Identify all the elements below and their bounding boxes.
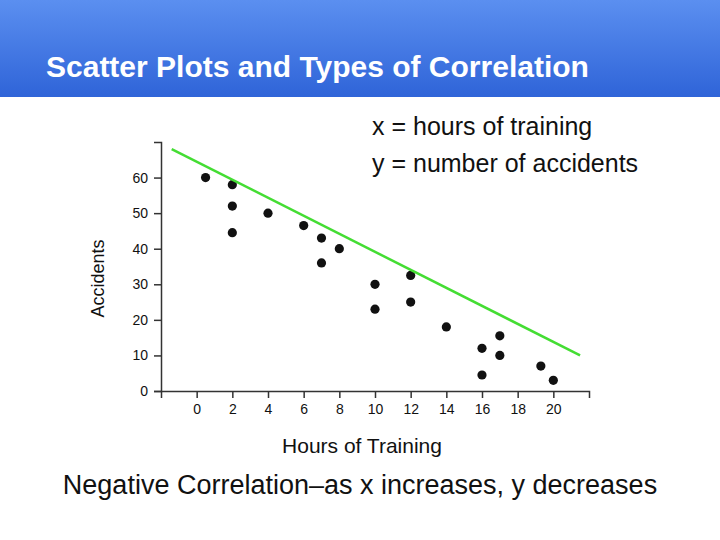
tick: 18 xyxy=(510,391,526,417)
tick-mark xyxy=(154,177,161,179)
tick: 14 xyxy=(439,391,455,417)
trend-line xyxy=(172,149,580,355)
tick-label: 6 xyxy=(300,401,308,417)
tick-label: 12 xyxy=(403,401,419,417)
point xyxy=(477,370,486,379)
tick: 0 xyxy=(193,391,201,417)
point xyxy=(317,258,326,267)
point xyxy=(263,209,272,218)
tick: 0 xyxy=(140,383,161,399)
tick-mark xyxy=(268,391,270,398)
tick-mark xyxy=(154,284,161,286)
tick: 10 xyxy=(368,391,384,417)
tick-mark xyxy=(154,391,161,393)
tick: 50 xyxy=(132,205,161,221)
tick: 16 xyxy=(475,391,491,417)
point xyxy=(228,201,237,210)
tick-mark xyxy=(446,391,448,398)
tick-label: 2 xyxy=(229,401,237,417)
tick-label: 50 xyxy=(132,205,148,221)
tick-label: 20 xyxy=(546,401,562,417)
tick-mark xyxy=(232,391,234,398)
tick-mark xyxy=(339,391,341,398)
title: Scatter Plots and Types of Correlation xyxy=(46,50,589,83)
slide: Scatter Plots and Types of Correlation 0 2… xyxy=(0,0,720,540)
tick: 8 xyxy=(336,391,344,417)
tick-label: 40 xyxy=(132,241,148,257)
tick-label: 20 xyxy=(132,312,148,328)
tick-mark xyxy=(154,320,161,322)
tick: 2 xyxy=(229,391,237,417)
annotation: y = number of accidents xyxy=(372,149,638,177)
point xyxy=(299,221,308,230)
point xyxy=(201,173,210,182)
tick-mark xyxy=(410,391,412,398)
scatter-points xyxy=(201,173,558,385)
tick: 60 xyxy=(132,170,161,186)
point xyxy=(549,376,558,385)
point xyxy=(536,362,545,371)
tick: 4 xyxy=(265,391,273,417)
point xyxy=(228,228,237,237)
tick-mark xyxy=(553,391,555,398)
point xyxy=(370,280,379,289)
plot-marks xyxy=(172,149,580,385)
y-axis: 0 10 20 30 40 50 60 xyxy=(132,143,161,399)
tick-mark xyxy=(375,391,377,398)
tick-label: 4 xyxy=(265,401,273,417)
tick-mark xyxy=(303,391,305,398)
axis-line xyxy=(162,392,590,399)
tick-mark xyxy=(154,213,161,215)
point xyxy=(406,297,415,306)
tick-mark xyxy=(154,248,161,250)
tick-mark xyxy=(517,391,519,398)
point xyxy=(335,244,344,253)
tick-mark xyxy=(482,391,484,398)
tick: 20 xyxy=(132,312,161,328)
point xyxy=(495,331,504,340)
y-axis-title: Accidents xyxy=(88,239,108,317)
point xyxy=(495,351,504,360)
tick: 6 xyxy=(300,391,308,417)
tick: 10 xyxy=(132,347,161,363)
tick-label: 8 xyxy=(336,401,344,417)
tick: 20 xyxy=(546,391,562,417)
tick: 40 xyxy=(132,241,161,257)
tick-label: 10 xyxy=(368,401,384,417)
tick-label: 30 xyxy=(132,276,148,292)
header-band xyxy=(0,0,720,97)
annotation: x = hours of training xyxy=(372,112,592,140)
point xyxy=(442,322,451,331)
tick-label: 16 xyxy=(475,401,491,417)
point xyxy=(317,233,326,242)
x-axis-title: Hours of Training xyxy=(282,434,442,457)
axis-line xyxy=(154,143,162,392)
tick-label: 0 xyxy=(140,383,148,399)
tick-label: 14 xyxy=(439,401,455,417)
tick-mark xyxy=(154,355,161,357)
annotation: Negative Correlation–as x increases, y d… xyxy=(63,470,657,500)
tick-mark xyxy=(196,391,198,398)
x-axis: 0 2 4 6 8 10 12 14 16 18 20 xyxy=(162,391,590,417)
tick-label: 60 xyxy=(132,170,148,186)
point xyxy=(477,344,486,353)
tick-label: 0 xyxy=(193,401,201,417)
tick-label: 10 xyxy=(132,347,148,363)
tick: 30 xyxy=(132,276,161,292)
tick-label: 18 xyxy=(510,401,526,417)
tick: 12 xyxy=(403,391,419,417)
point xyxy=(370,305,379,314)
